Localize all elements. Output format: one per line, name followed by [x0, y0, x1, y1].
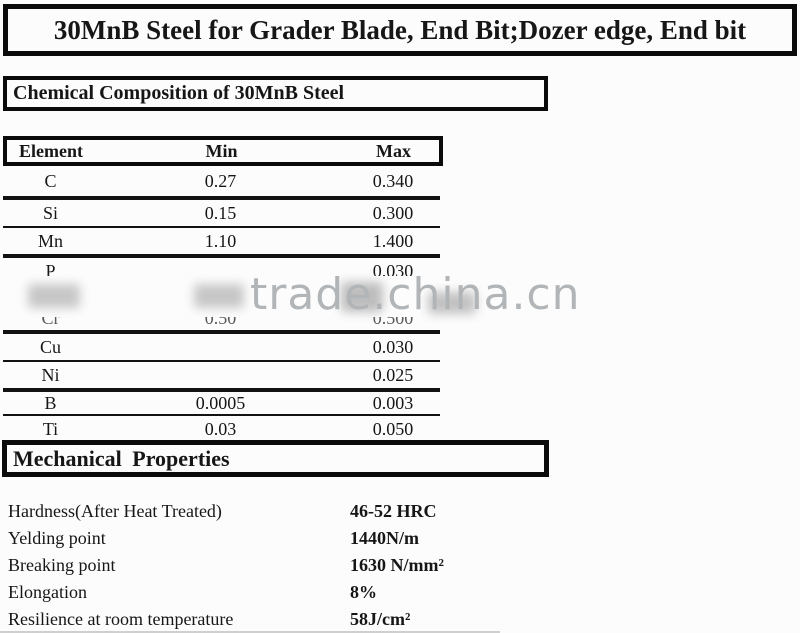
- chemical-section-heading: Chemical Composition of 30MnB Steel: [13, 82, 345, 104]
- mechanical-section-heading: Mechanical Properties: [13, 445, 230, 471]
- table-row-b: B 0.0005 0.003: [3, 392, 443, 414]
- column-header-max: Max: [376, 140, 411, 161]
- composition-table: Element Min Max C 0.27 0.340 Si 0.15 0.3…: [3, 136, 443, 442]
- table-row-mn: Mn 1.10 1.400: [3, 228, 443, 254]
- cell-element: B: [44, 392, 57, 413]
- property-label: Breaking point: [8, 555, 116, 575]
- property-value: 8%: [350, 582, 377, 602]
- row-divider: [3, 360, 440, 362]
- row-divider: [3, 414, 440, 416]
- table-row-p: P 0.030: [3, 258, 443, 284]
- cell-element: Cu: [39, 336, 61, 357]
- cell-max: 0.025: [372, 364, 414, 385]
- property-label: Hardness(After Heat Treated): [8, 501, 222, 521]
- watermark-text: trade.china.cn: [250, 269, 581, 320]
- composition-table-header-row: Element Min Max: [3, 136, 443, 166]
- cell-min: 0.0005: [195, 392, 246, 413]
- property-row-hardness: Hardness(After Heat Treated) 46-52 HRC: [8, 498, 568, 525]
- watermark-blur-blob: [341, 282, 383, 312]
- table-row-cu: Cu 0.030: [3, 334, 443, 360]
- watermark-blur-blob: [28, 284, 80, 308]
- cell-min: 0.15: [204, 202, 237, 223]
- table-row-ni: Ni 0.025: [3, 362, 443, 388]
- property-value: 46-52 HRC: [350, 501, 437, 521]
- property-row-yielding-point: Yelding point 1440N/m: [8, 525, 568, 552]
- cell-element: C: [44, 170, 57, 191]
- row-divider: [3, 388, 440, 392]
- column-header-element: Element: [19, 140, 83, 161]
- table-row-si: Si 0.15 0.300: [3, 200, 443, 226]
- property-row-elongation: Elongation 8%: [8, 579, 568, 606]
- watermark-blur-blob: [428, 292, 476, 314]
- cell-element: Ti: [42, 418, 59, 439]
- property-label: Yelding point: [8, 528, 106, 548]
- table-row-ti: Ti 0.03 0.050: [3, 416, 443, 442]
- cell-max: 0.030: [372, 336, 414, 357]
- cell-min: 0.27: [204, 170, 237, 191]
- chemical-section-heading-box: Chemical Composition of 30MnB Steel: [3, 76, 548, 111]
- page-title: 30MnB Steel for Grader Blade, End Bit;Do…: [53, 14, 747, 45]
- cell-max: 0.340: [372, 170, 414, 191]
- row-divider: [3, 196, 440, 200]
- mechanical-properties-list: Hardness(After Heat Treated) 46-52 HRC Y…: [8, 498, 568, 633]
- cell-min: 1.10: [204, 230, 237, 251]
- cell-max: 1.400: [372, 230, 414, 251]
- property-row-breaking-point: Breaking point 1630 N/mm²: [8, 552, 568, 579]
- watermark-band: trade.china.cn: [0, 271, 800, 319]
- cell-max: 0.300: [372, 202, 414, 223]
- property-value: 58J/cm²: [350, 609, 411, 629]
- row-divider: [3, 254, 440, 258]
- cut-off-bottom-rule: [0, 631, 500, 633]
- cell-element: Mn: [37, 230, 63, 251]
- column-header-min: Min: [205, 140, 238, 161]
- cell-min: 0.03: [204, 418, 237, 439]
- property-value: 1440N/m: [350, 528, 419, 548]
- watermark-blur-blob: [194, 284, 244, 308]
- cell-max: 0.003: [372, 392, 414, 413]
- cell-element: Si: [42, 202, 58, 223]
- property-row-resilience: Resilience at room temperature 58J/cm²: [8, 606, 568, 633]
- title-box: 30MnB Steel for Grader Blade, End Bit;Do…: [3, 4, 797, 56]
- property-label: Resilience at room temperature: [8, 609, 234, 629]
- cell-max: 0.050: [372, 418, 414, 439]
- property-value: 1630 N/mm²: [350, 555, 444, 575]
- property-label: Elongation: [8, 582, 87, 602]
- row-divider: [3, 330, 440, 334]
- cell-max: 0.030: [372, 260, 414, 281]
- cell-element: Ni: [41, 364, 60, 385]
- cell-element: P: [45, 260, 56, 281]
- row-divider: [3, 226, 440, 228]
- mechanical-section-heading-box: Mechanical Properties: [2, 440, 549, 477]
- table-row-c: C 0.27 0.340: [3, 166, 443, 196]
